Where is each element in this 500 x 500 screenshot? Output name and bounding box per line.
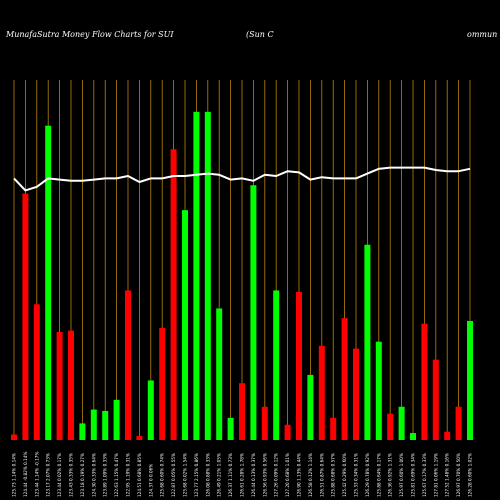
x-tick-label: 127.20 0.68% 1.01% <box>285 453 290 497</box>
bar <box>330 417 337 440</box>
bar <box>387 413 394 440</box>
x-tick-label: 126.36 0.92% 1.31% <box>388 453 393 497</box>
bar <box>11 434 17 440</box>
x-tick-label: 125.88 0.68% 0.57% <box>331 453 336 497</box>
x-tick-label: 123.17 2.07% 0.73% <box>46 453 51 497</box>
bar <box>170 149 177 440</box>
x-tick-label: 126.29 0.78% 0.92% <box>365 453 370 497</box>
x-tick-label: 125.88 0.64% 0.17% <box>376 453 381 497</box>
bar <box>261 406 268 440</box>
bar <box>455 406 462 440</box>
x-tick-label: 127.81 0.06% 1.19% <box>433 453 438 497</box>
bar <box>68 330 74 440</box>
bar <box>33 304 40 440</box>
money-flow-line-layer <box>13 166 471 192</box>
x-tick-label: 123.44 1.14% -0.17% <box>34 452 39 497</box>
bar <box>136 435 143 440</box>
bar <box>318 345 325 440</box>
x-tick-label: 126.90 1.13% 0.44% <box>297 453 302 497</box>
x-tick-label: 123.43 0.33% 0.35% <box>69 453 74 497</box>
x-tick-label: 127.52 1.48% 0.16% <box>445 453 450 497</box>
bar <box>182 210 188 440</box>
bar <box>102 410 109 440</box>
bar <box>125 290 131 440</box>
bar <box>410 433 416 440</box>
bar <box>364 244 371 440</box>
bar <box>22 193 29 440</box>
money-flow-line <box>13 166 471 192</box>
chart-title-right: ommun <box>467 30 497 39</box>
x-tick-label: 126.51 0.87% 0.64% <box>319 453 324 497</box>
bar <box>284 424 291 440</box>
x-tick-labels: 125.73 1.14% 0.14% 124.44 -0.82% 0.14% 123… <box>12 452 473 497</box>
bars-layer <box>11 111 473 440</box>
bar <box>250 185 257 440</box>
bar <box>90 409 97 440</box>
bar <box>307 374 314 440</box>
x-tick-label: 126.58 0.12% 1.14% <box>308 453 313 497</box>
x-tick-label: 124.44 -0.82% 0.14% <box>23 452 28 497</box>
bar <box>375 341 382 440</box>
x-tick-label: 127.26 0.09% 0.12% <box>274 453 279 497</box>
bar <box>45 125 52 440</box>
x-tick-label: 125.73 1.14% 0.14% <box>12 453 17 497</box>
x-tick-label: 126.28 0.60% 1.02% <box>468 453 473 497</box>
bar <box>273 290 280 440</box>
x-tick-label: 126.08 0.88% 0.33% <box>205 453 210 497</box>
x-tick-label: 125.42 0.29% 0.60% <box>342 453 347 497</box>
x-tick-label: 126.56 0.93% 0.56% <box>262 453 267 497</box>
bar <box>467 320 473 440</box>
x-tick-label: 125.33 0.34% 0.31% <box>354 453 359 497</box>
x-tick-label: 123.77 2.15% 0.86% <box>194 453 199 497</box>
bar <box>239 383 245 440</box>
x-tick-label: 125.67 0.17% 0.33% <box>422 453 427 497</box>
bar <box>159 327 166 440</box>
bar <box>216 308 223 440</box>
bar <box>193 111 200 440</box>
x-tick-label: 123.89 1.09% 0.33% <box>103 453 108 497</box>
x-tick-label: 123.18 0.19% 0.27% <box>80 453 85 497</box>
chart-title-middle: (Sun C <box>246 30 274 39</box>
x-tick-label: 124.30 0.33% 0.64% <box>91 453 96 497</box>
x-tick-label: 126.37 1.11% 0.73% <box>228 453 233 497</box>
bar <box>204 111 211 440</box>
bar <box>296 291 302 440</box>
x-tick-label: 124.37 0 0.06% <box>148 464 153 497</box>
x-tick-label: 126.61 0.28% 1.78% <box>240 453 245 497</box>
x-tick-label: 123.44 0.02% 0.17% <box>57 453 62 497</box>
x-tick-label: 126.49 0.21% 1.05% <box>217 453 222 497</box>
bar <box>79 423 86 440</box>
x-tick-label: 122.95 1.19% 0.31% <box>126 453 131 497</box>
bar <box>353 348 359 440</box>
x-tick-label: 126.97 0.70% 0.50% <box>456 453 461 497</box>
bar <box>113 399 120 440</box>
x-tick-label: 125.68 0.02% 1.54% <box>183 453 188 497</box>
bar <box>444 431 451 440</box>
x-tick-label: 122.87 0.05% 0.55% <box>171 453 176 497</box>
bar <box>56 332 63 440</box>
chart-title-left: MunafaSutra Money Flow Charts for SUI <box>5 30 174 39</box>
bar <box>432 359 439 440</box>
bar <box>398 406 405 440</box>
bar <box>147 380 154 440</box>
x-tick-label: 125.97 0.60% 1.00% <box>399 453 404 497</box>
bar <box>421 323 428 440</box>
bar <box>227 417 234 440</box>
bar <box>341 318 348 440</box>
x-tick-label: 126.44 0.13% 0.37% <box>251 453 256 497</box>
x-tick-label: 122.63 1.15% 0.47% <box>114 453 119 497</box>
x-tick-label: 124.51 0.68% 0.85% <box>137 453 142 497</box>
x-tick-label: 125.81 0.69% 0.34% <box>411 453 416 497</box>
x-tick-label: 125.68 0.60% 0.74% <box>160 453 165 497</box>
